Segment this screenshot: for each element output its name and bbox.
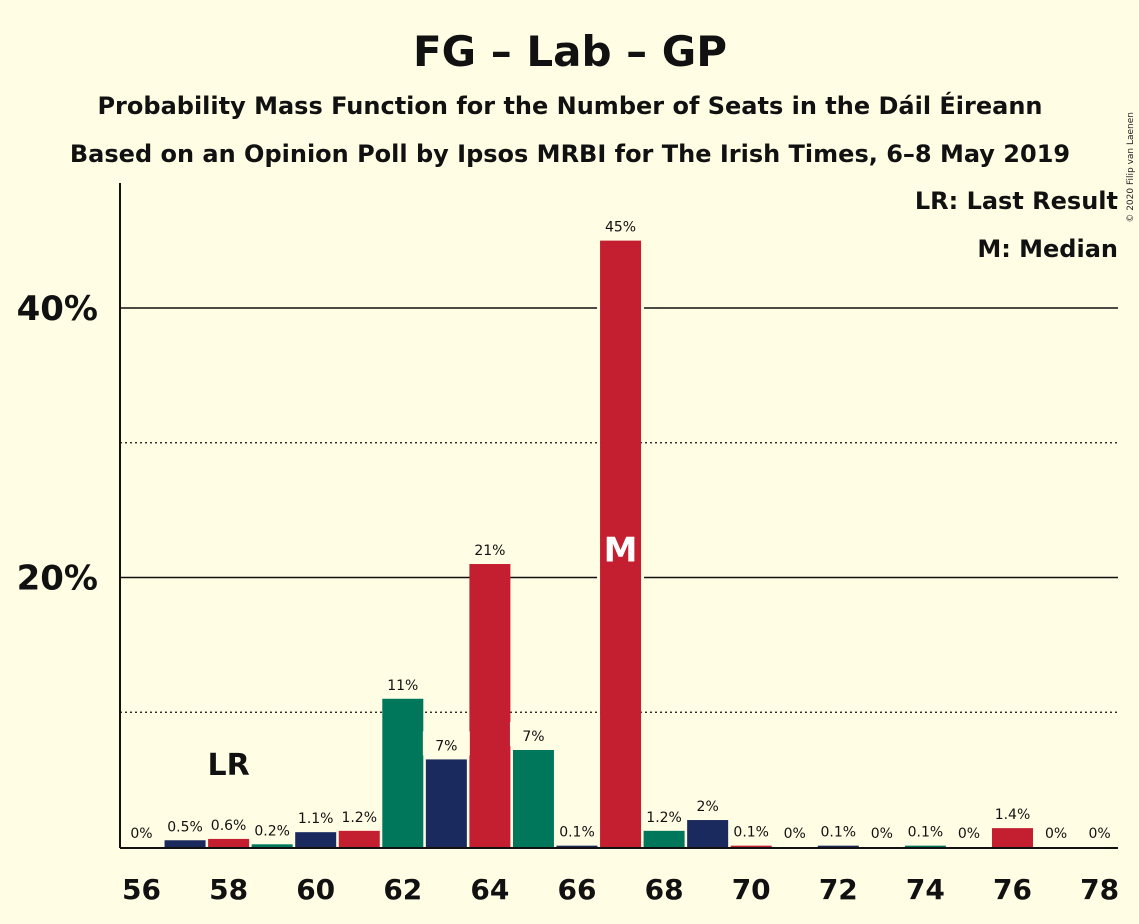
bar-seat-60 [295,832,337,847]
x-tick-label-76: 76 [993,873,1032,906]
axes-group: 20% 40% 56 58 60 62 64 66 68 70 72 74 76 78 [17,183,1119,906]
y-tick-label-40: 40% [17,289,98,329]
bar-seat-67 [600,240,642,847]
x-tick-label-72: 72 [819,873,858,906]
bar-seat-76 [992,828,1033,847]
data-label-seat-63: 7% [435,738,457,754]
label-backdrop-seat-67 [597,212,645,237]
data-label-seat-66: 0.1% [559,825,595,841]
median-marker: M [604,531,638,571]
x-tick-label-74: 74 [906,873,945,906]
bar-seat-63 [425,759,467,847]
bar-seat-57 [164,840,206,847]
bar-seat-59 [251,844,293,847]
data-label-seat-77: 0% [1045,826,1067,842]
x-tick-label-58: 58 [209,873,248,906]
label-backdrop-seat-65 [509,721,557,746]
label-backdrop-seat-62 [379,670,427,695]
data-label-seat-60: 1.1% [298,811,334,827]
bar-seat-66 [556,845,598,847]
chart-title: FG – Lab – GP [413,27,727,76]
data-label-seat-76: 1.4% [995,807,1031,823]
bar-seat-72 [817,845,859,847]
data-label-seat-72: 0.1% [821,825,857,841]
x-tick-label-78: 78 [1080,873,1119,906]
data-label-seat-59: 0.2% [254,823,290,839]
data-label-seat-56: 0% [130,826,152,842]
label-backdrop-seat-64 [466,536,514,561]
data-label-seat-62: 11% [387,678,418,694]
bar-seat-65 [512,749,554,847]
data-labels-group: 0% 0.5% 0.6% 0.2% 1.1% 1.2% 11% 7% 21% 7% 0.1% 45% 1… [130,212,1111,842]
bars-group [164,240,1033,847]
x-tick-label-64: 64 [470,873,509,906]
bar-seat-61 [338,830,380,847]
copyright-credit: © 2020 Filip van Laenen [1126,112,1136,223]
data-label-seat-68: 1.2% [646,810,682,826]
x-tick-label-62: 62 [383,873,422,906]
data-label-seat-75: 0% [958,826,980,842]
data-label-seat-65: 7% [522,729,544,745]
bar-seat-68 [643,830,685,847]
data-label-seat-57: 0.5% [167,819,203,835]
bar-seat-62 [382,698,424,847]
chart-subtitle-source: Based on an Opinion Poll by Ipsos MRBI f… [70,140,1070,168]
data-label-seat-64: 21% [474,543,505,559]
data-label-seat-74: 0.1% [908,825,944,841]
data-label-seat-70: 0.1% [733,825,769,841]
data-label-seat-67: 45% [605,220,636,236]
data-label-seat-71: 0% [784,826,806,842]
y-tick-label-20: 20% [17,559,98,599]
chart-subtitle: Probability Mass Function for the Number… [97,91,1042,120]
x-tick-label-56: 56 [122,873,161,906]
x-tick-label-68: 68 [645,873,684,906]
legend-last-result: LR: Last Result [915,187,1118,215]
last-result-marker: LR [207,748,249,783]
data-label-seat-69: 2% [697,799,719,815]
bar-seat-64 [469,564,511,847]
x-tick-label-66: 66 [558,873,597,906]
bar-seat-74 [904,845,946,847]
data-label-seat-58: 0.6% [211,818,247,834]
bar-seat-58 [208,838,250,847]
legend-median: M: Median [977,235,1118,263]
bar-seat-70 [730,845,772,847]
bar-seat-69 [687,820,729,847]
data-label-seat-61: 1.2% [341,810,377,826]
x-tick-label-60: 60 [296,873,335,906]
label-backdrop-seat-63 [422,731,470,756]
x-tick-label-70: 70 [732,873,771,906]
data-label-seat-73: 0% [871,826,893,842]
data-label-seat-78: 0% [1088,826,1110,842]
